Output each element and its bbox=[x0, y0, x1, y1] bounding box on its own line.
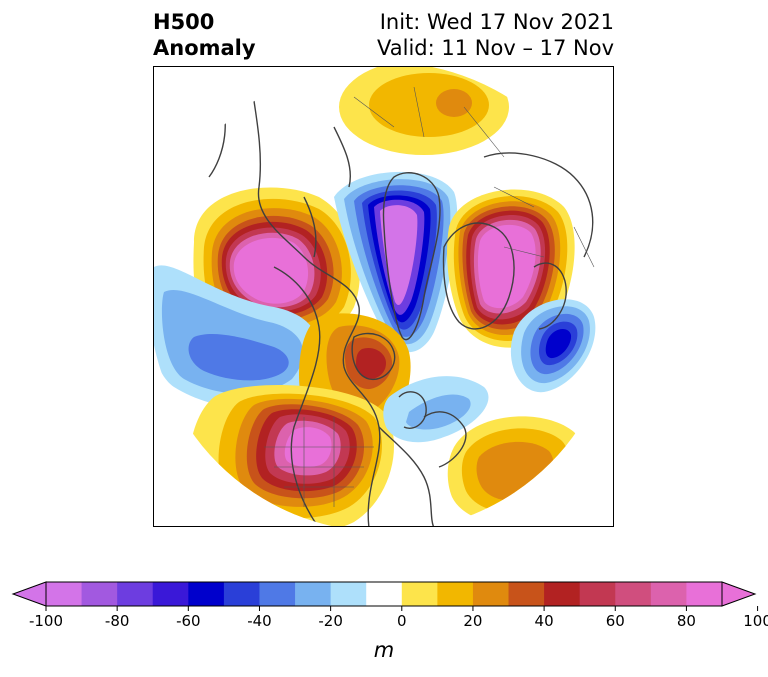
colorbar: -100 -80 -60 -40 -20 0 20 40 60 80 100 m bbox=[0, 578, 768, 673]
colorbar-segment bbox=[366, 582, 403, 606]
colorbar-tick-label: -20 bbox=[318, 612, 343, 630]
anomaly-siberia-negative bbox=[510, 299, 596, 393]
colorbar-graphic: -100 -80 -60 -40 -20 0 20 40 60 80 100 m bbox=[11, 581, 768, 662]
colorbar-tick-label: -80 bbox=[105, 612, 130, 630]
map-title: H500 Anomaly bbox=[153, 9, 256, 61]
colorbar-segment bbox=[117, 582, 154, 606]
political-boundaries bbox=[264, 86, 595, 507]
colorbar-segment bbox=[579, 582, 616, 606]
colorbar-tick-label: 0 bbox=[397, 612, 407, 630]
colorbar-tick-label: 40 bbox=[535, 612, 554, 630]
colorbar-segment bbox=[81, 582, 118, 606]
colorbar-segment bbox=[188, 582, 225, 606]
colorbar-segment bbox=[259, 582, 296, 606]
coastlines bbox=[208, 67, 610, 526]
colorbar-segment bbox=[437, 582, 474, 606]
colorbar-segment bbox=[46, 582, 83, 606]
anomaly-field bbox=[154, 67, 613, 526]
title-variable: H500 bbox=[153, 10, 215, 34]
colorbar-tick-label: -60 bbox=[176, 612, 201, 630]
colorbar-tick-label: 80 bbox=[677, 612, 696, 630]
colorbar-segment bbox=[295, 582, 332, 606]
anomaly-map bbox=[154, 67, 613, 526]
title-field: Anomaly bbox=[153, 36, 256, 60]
colorbar-tick-label: 60 bbox=[606, 612, 625, 630]
colorbar-extend-low bbox=[11, 581, 47, 607]
colorbar-segment bbox=[508, 582, 545, 606]
colorbar-segment bbox=[152, 582, 189, 606]
valid-range: Valid: 11 Nov – 17 Nov bbox=[377, 36, 614, 60]
anomaly-pacific-negative bbox=[154, 265, 319, 408]
colorbar-segment bbox=[544, 582, 581, 606]
colorbar-segment bbox=[615, 582, 652, 606]
map-subtitle: Init: Wed 17 Nov 2021 Valid: 11 Nov – 17… bbox=[377, 9, 614, 61]
colorbar-segment bbox=[686, 582, 723, 606]
colorbar-outline bbox=[45, 581, 723, 607]
colorbar-segment bbox=[472, 582, 510, 606]
anomaly-alaska-positive bbox=[193, 187, 360, 347]
colorbar-segment bbox=[650, 582, 687, 606]
colorbar-segment bbox=[223, 582, 260, 606]
anomaly-swus-positive bbox=[189, 385, 394, 526]
colorbar-tick-label: -100 bbox=[29, 612, 63, 630]
colorbar-segment bbox=[330, 582, 367, 606]
colorbar-tick-label: 100 bbox=[743, 612, 768, 630]
colorbar-tick-label: 20 bbox=[463, 612, 482, 630]
anomaly-siberia-positive bbox=[339, 67, 509, 155]
colorbar-segment bbox=[401, 582, 438, 606]
colorbar-tick-label: -40 bbox=[247, 612, 272, 630]
anomaly-atlantic-positive bbox=[447, 416, 583, 525]
anomaly-greenland-negative bbox=[334, 171, 458, 353]
init-time: Init: Wed 17 Nov 2021 bbox=[379, 10, 614, 34]
colorbar-extend-high bbox=[721, 581, 757, 607]
colorbar-unit-label: m bbox=[374, 638, 394, 662]
map-panel bbox=[153, 66, 614, 527]
